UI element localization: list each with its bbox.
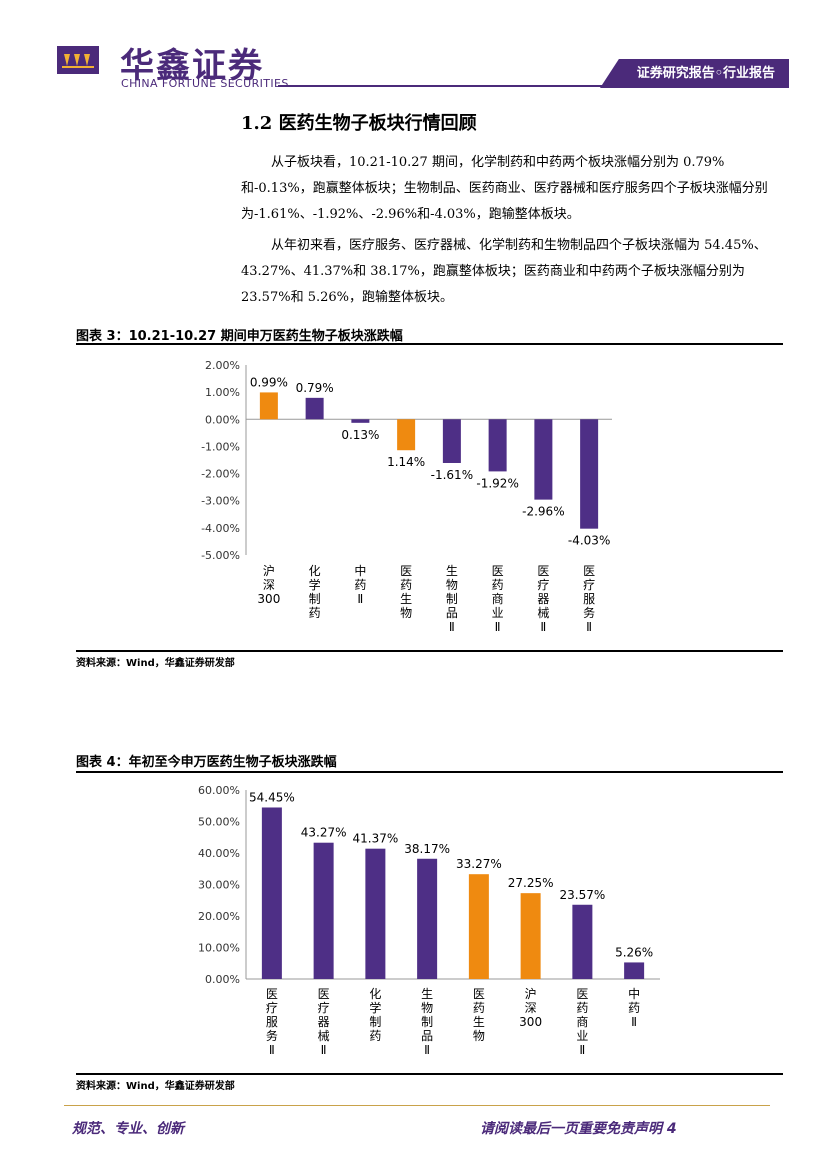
y-tick-label: 50.00% <box>198 816 240 829</box>
y-tick-label: 1.00% <box>205 386 240 399</box>
category-label: 医药生物 <box>473 987 485 1043</box>
figure-4-source: 资料来源：Wind，华鑫证券研发部 <box>76 1081 235 1092</box>
bar <box>351 419 370 423</box>
figure-4-bottom-rule <box>76 1073 783 1075</box>
figure-3-bottom-rule <box>76 650 783 652</box>
category-label: 生物制品 Ⅱ <box>421 987 433 1057</box>
data-label: -1.61% <box>431 468 473 482</box>
y-tick-label: -4.00% <box>201 522 240 535</box>
figure-3-title: 图表 3：10.21-10.27 期间申万医药生物子板块涨跌幅 <box>76 329 403 344</box>
y-tick-label: 10.00% <box>198 942 240 955</box>
section-title: 1.2 医药生物子板块行情回顾 <box>241 113 477 134</box>
y-tick-label: -5.00% <box>201 549 240 562</box>
category-label: 中药 Ⅱ <box>354 563 366 606</box>
ytd-change-bar-chart: 60.00% 50.00% 40.00% 30.00% 20.00% 10.00% 0.00… <box>198 784 660 1057</box>
bar <box>488 419 507 472</box>
y-tick-label: 0.00% <box>205 413 240 426</box>
bar <box>417 858 438 979</box>
data-label: 1.14% <box>387 455 425 469</box>
bar <box>624 962 645 979</box>
data-label: 43.27% <box>301 826 347 840</box>
weekly-change-bar-chart: 2.00% 1.00% 0.00% -1.00% -2.00% -3.00% -4.00% -… <box>201 359 612 634</box>
company-logo-icon <box>57 46 99 74</box>
category-label: 化学制药 <box>309 564 321 620</box>
category-label: 医药商业 Ⅱ <box>492 564 504 634</box>
data-label: 27.25% <box>508 876 554 890</box>
category-label: 医药生物 <box>400 564 412 620</box>
footer-slogan: 规范、专业、创新 <box>72 1121 184 1137</box>
report-type-tag: 证券研究报告◦行业报告 <box>600 59 789 88</box>
bar <box>572 904 593 979</box>
bar <box>580 419 599 529</box>
data-label: 54.45% <box>249 790 295 804</box>
category-label: 医疗服务 Ⅱ <box>266 987 278 1057</box>
data-label: 0.79% <box>296 381 334 395</box>
y-tick-label: -3.00% <box>201 495 240 508</box>
y-tick-label: 40.00% <box>198 847 240 860</box>
category-label: 医疗器械 Ⅱ <box>318 987 330 1057</box>
paragraph-sub-sector-ytd: 从年初来看，医疗服务、医疗器械、化学制药和生物制品四个子板块涨幅为 54.45%… <box>241 238 767 305</box>
y-tick-label: 60.00% <box>198 784 240 797</box>
bar <box>365 848 386 979</box>
header-rule <box>278 85 608 87</box>
paragraph-sub-sector-weekly: 从子板块看，10.21-10.27 期间，化学制药和中药两个板块涨幅分别为 0.… <box>241 155 768 222</box>
category-label: 化学制药 <box>369 987 381 1043</box>
figure-3-top-rule <box>76 343 783 345</box>
bar <box>534 419 553 500</box>
category-label: 医疗器械 Ⅱ <box>537 564 549 634</box>
bar <box>261 807 282 979</box>
y-tick-label: 20.00% <box>198 910 240 923</box>
data-label: -2.96% <box>522 505 564 519</box>
data-label: -1.92% <box>476 476 518 490</box>
bar <box>259 392 278 420</box>
brand-name-cn: 华鑫证券 <box>120 46 264 86</box>
figure-4-title: 图表 4：年初至今申万医药生物子板块涨跌幅 <box>76 755 337 770</box>
data-label: 33.27% <box>456 857 502 871</box>
data-label: 23.57% <box>559 888 605 902</box>
category-label: 医疗服务 Ⅱ <box>583 564 595 634</box>
y-tick-label: 30.00% <box>198 879 240 892</box>
bar <box>397 419 416 451</box>
category-label: 沪深 300 <box>519 987 542 1029</box>
category-label: 中药 Ⅱ <box>628 986 640 1029</box>
bar <box>305 397 324 420</box>
data-label: 0.99% <box>250 375 288 389</box>
y-tick-label: 2.00% <box>205 359 240 372</box>
data-label: 41.37% <box>352 832 398 846</box>
bar <box>313 842 334 979</box>
figure-4-top-rule <box>76 771 783 773</box>
category-label: 沪深 300 <box>257 564 280 606</box>
footer-disclaimer-note: 请阅读最后一页重要免责声明 4 <box>480 1121 677 1137</box>
category-label: 医药商业 Ⅱ <box>576 987 588 1057</box>
data-label: -4.03% <box>568 534 610 548</box>
figure-3-source: 资料来源：Wind，华鑫证券研发部 <box>76 658 235 669</box>
category-label: 生物制品 Ⅱ <box>446 564 458 634</box>
y-tick-label: -1.00% <box>201 440 240 453</box>
data-label: 0.13% <box>341 428 379 442</box>
y-tick-label: 0.00% <box>205 973 240 986</box>
data-label: 5.26% <box>615 945 653 959</box>
bar <box>468 874 489 979</box>
y-tick-label: -2.00% <box>201 468 240 481</box>
bar <box>442 419 461 463</box>
data-label: 38.17% <box>404 842 450 856</box>
footer-rule <box>64 1105 770 1106</box>
bar <box>520 893 541 979</box>
brand-name-en: CHINA FORTUNE SECURITIES <box>121 77 289 90</box>
